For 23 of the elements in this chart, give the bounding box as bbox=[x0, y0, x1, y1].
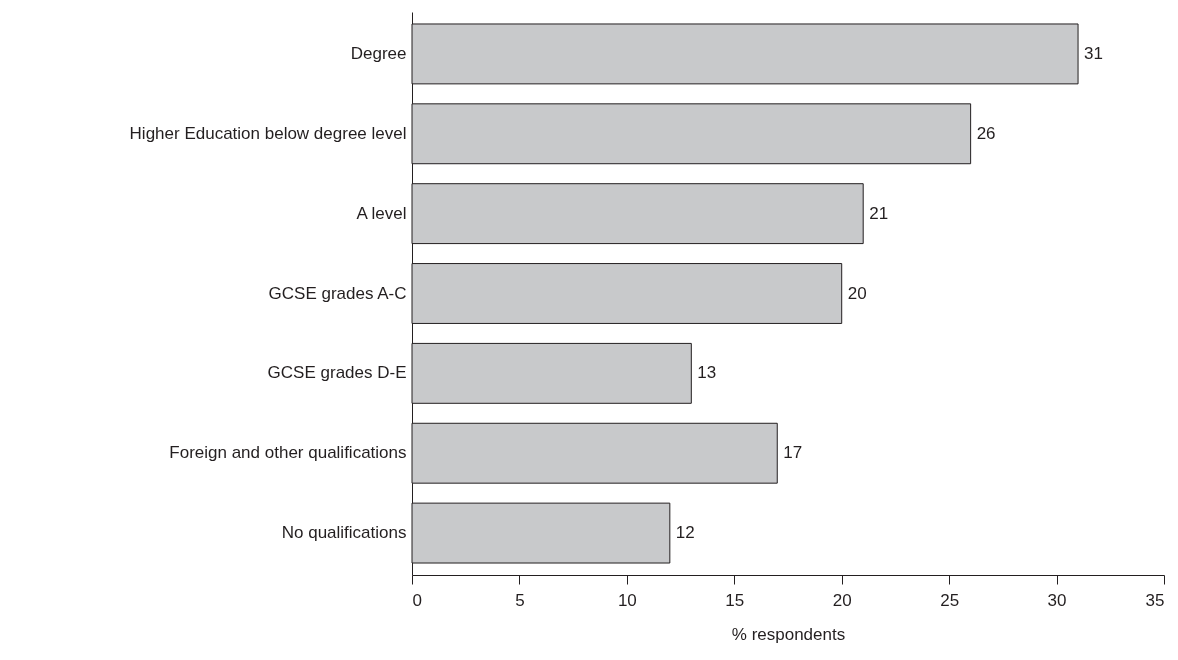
y-tick-label: No qualifications bbox=[281, 523, 407, 543]
x-tick-label: 10 bbox=[617, 590, 637, 610]
data-label: 17 bbox=[783, 443, 803, 463]
y-tick-label: GCSE grades A-C bbox=[268, 283, 407, 303]
y-tick-label: Foreign and other qualifications bbox=[169, 443, 407, 463]
data-label: 21 bbox=[869, 203, 889, 223]
x-tick-label: 0 bbox=[412, 590, 422, 610]
data-label: 13 bbox=[697, 363, 717, 383]
x-tick-label: 30 bbox=[1047, 590, 1067, 610]
y-tick-label: Degree bbox=[350, 43, 407, 63]
x-tick-label: 5 bbox=[515, 590, 525, 610]
x-tick-label: 25 bbox=[940, 590, 960, 610]
data-label: 20 bbox=[847, 283, 867, 303]
y-tick-label: GCSE grades D-E bbox=[267, 363, 407, 383]
data-label: 26 bbox=[976, 123, 996, 143]
data-label: 31 bbox=[1084, 43, 1103, 63]
x-tick-label: 15 bbox=[725, 590, 745, 610]
y-tick-label: A level bbox=[356, 203, 407, 223]
x-tick-label: 35 bbox=[1145, 590, 1165, 610]
x-tick-label: 20 bbox=[832, 590, 852, 610]
y-tick-label: Higher Education below degree level bbox=[129, 123, 407, 143]
x-axis-title: % respondents bbox=[731, 624, 846, 644]
data-label: 12 bbox=[675, 523, 695, 543]
